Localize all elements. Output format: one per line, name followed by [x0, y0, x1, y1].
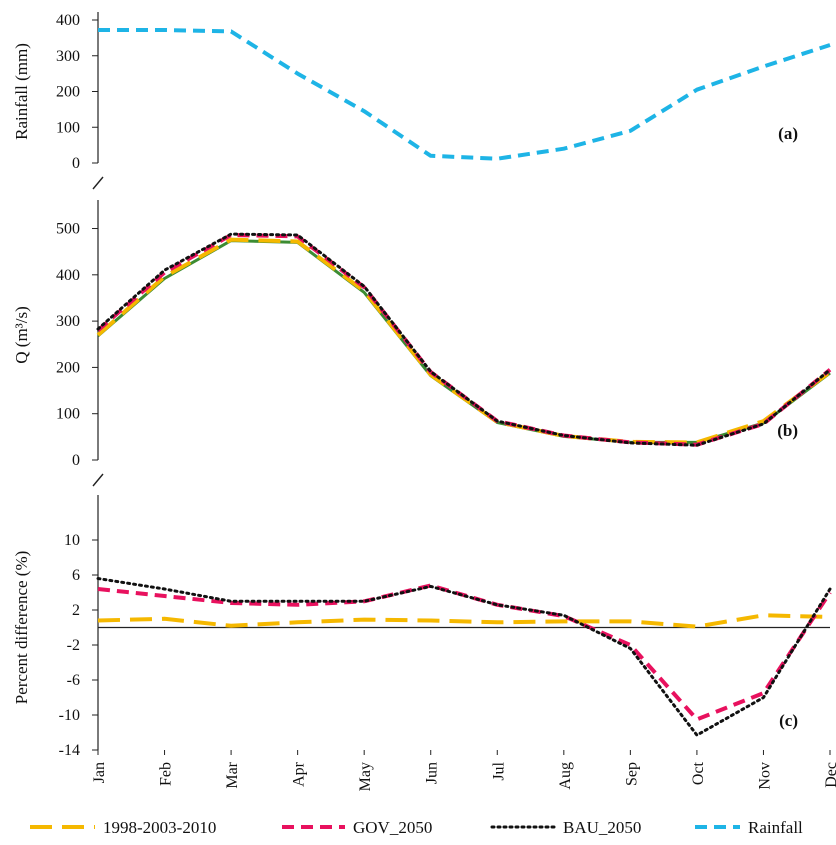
y-tick-label: 0 [72, 452, 80, 469]
x-tick-label: Oct [690, 761, 707, 785]
panel-c: -14 -10 -6 -2 2 6 10 Percent difference (%) (c) [12, 495, 832, 759]
series-line-rainfall [98, 28, 831, 161]
x-tick-label: Nov [756, 762, 773, 790]
panel-label: (a) [778, 124, 798, 143]
series-line-1998-2003-2010 [96, 237, 832, 445]
panel-label: (c) [779, 711, 798, 730]
y-tick-label: 300 [56, 48, 80, 65]
x-tick-label: Dec [823, 762, 836, 788]
y-tick-label: 100 [56, 406, 80, 423]
series-line-bau-2050 [96, 232, 832, 447]
y-tick-label: -2 [67, 637, 80, 654]
x-tick-label: Sep [623, 762, 640, 786]
y-tick-label: 2 [72, 602, 80, 619]
panel-label: (b) [777, 421, 798, 440]
y-tick-label: 6 [72, 567, 80, 584]
panel-b: 0 100 200 300 400 500 Q (m³/s) (b) [12, 200, 832, 469]
y-tick-label: -6 [67, 672, 80, 689]
series-line-1998-2003-2010 [97, 613, 831, 629]
y-tick-label: 200 [56, 359, 80, 376]
series-line-baseline [97, 239, 831, 444]
y-tick-label: 300 [56, 313, 80, 330]
y-axis-label: Rainfall (mm) [12, 43, 31, 140]
x-tick-label: Feb [158, 762, 175, 786]
y-tick-label: 500 [56, 221, 80, 238]
legend-label: BAU_2050 [563, 818, 641, 837]
x-tick-label: Jun [424, 762, 441, 784]
legend-label: GOV_2050 [353, 818, 432, 837]
series-line-bau-2050 [96, 577, 832, 737]
axis-break-mark [92, 473, 104, 487]
y-tick-label: 400 [56, 12, 80, 29]
series-line-gov-2050 [96, 233, 832, 447]
legend-label: Rainfall [748, 818, 803, 837]
y-axis-label: Percent difference (%) [12, 551, 31, 705]
axis-break-mark [92, 176, 104, 190]
y-tick-label: 10 [64, 532, 80, 549]
x-tick-label: Apr [291, 761, 308, 787]
y-tick-label: -14 [59, 742, 80, 759]
panel-a: 0 100 200 300 400 Rainfall (mm) (a) [12, 12, 831, 172]
x-tick-label: Jan [91, 762, 108, 783]
y-axis-label: Q (m³/s) [12, 306, 31, 364]
x-tick-label: Jul [490, 761, 507, 780]
y-tick-label: 400 [56, 267, 80, 284]
x-tick-label: Mar [224, 761, 241, 788]
y-tick-label: 0 [72, 155, 80, 172]
series-line-gov-2050 [97, 583, 832, 722]
legend-label: 1998-2003-2010 [103, 818, 216, 837]
x-tick-label: May [357, 762, 374, 791]
y-tick-label: -10 [59, 707, 80, 724]
x-tick-label: Aug [557, 762, 574, 790]
y-tick-label: 100 [56, 119, 80, 136]
y-tick-label: 200 [56, 84, 80, 101]
